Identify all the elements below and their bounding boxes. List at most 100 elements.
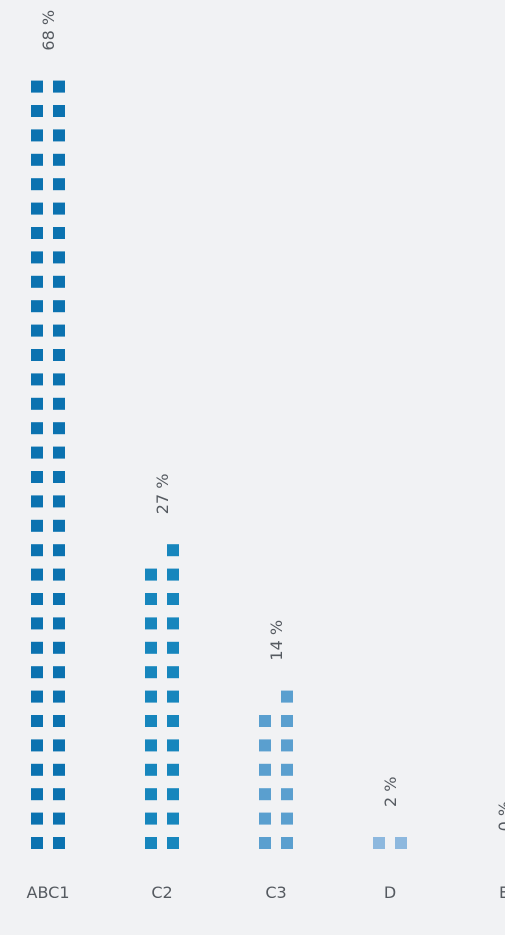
waffle-square (31, 763, 43, 776)
waffle-square (145, 788, 157, 801)
waffle-square (167, 812, 179, 825)
waffle-square (53, 324, 65, 337)
waffle-square (53, 593, 65, 605)
waffle-square (167, 617, 179, 630)
waffle-square (53, 227, 65, 239)
waffle-square (281, 812, 293, 825)
value-label: 68 % (39, 10, 58, 51)
waffle-square (259, 715, 271, 727)
waffle-square (145, 593, 157, 605)
waffle-square (167, 641, 179, 654)
waffle-square (259, 763, 271, 776)
value-label: 2 % (381, 777, 400, 807)
waffle-square (53, 519, 65, 532)
waffle-square (53, 373, 65, 386)
waffle-square (31, 690, 43, 703)
waffle-square (167, 544, 179, 557)
waffle-square (53, 568, 65, 581)
waffle-square (167, 837, 179, 849)
waffle-square (53, 422, 65, 435)
waffle-square (167, 739, 179, 752)
waffle-square (31, 812, 43, 825)
waffle-square (145, 763, 157, 776)
waffle-square (53, 202, 65, 215)
waffle-square (31, 471, 43, 483)
waffle-square (167, 763, 179, 776)
category-label: C2 (151, 883, 172, 902)
waffle-square (373, 837, 385, 849)
value-label: 27 % (153, 474, 172, 515)
waffle-square (53, 105, 65, 117)
waffle-square (145, 739, 157, 752)
waffle-square (53, 666, 65, 679)
waffle-square (31, 422, 43, 435)
waffle-square (31, 641, 43, 654)
waffle-square (53, 739, 65, 752)
waffle-square (31, 300, 43, 313)
waffle-square (31, 275, 43, 288)
waffle-square (31, 617, 43, 630)
waffle-square (259, 739, 271, 752)
waffle-square (53, 153, 65, 166)
waffle-square (53, 788, 65, 801)
waffle-square (145, 812, 157, 825)
waffle-square (31, 446, 43, 459)
waffle-square (53, 300, 65, 313)
waffle-square (281, 788, 293, 801)
waffle-square (31, 666, 43, 679)
waffle-square (281, 690, 293, 703)
waffle-square (53, 617, 65, 630)
waffle-square (281, 837, 293, 849)
waffle-square (53, 544, 65, 557)
waffle-square (31, 105, 43, 117)
waffle-square (31, 715, 43, 727)
waffle-square (31, 739, 43, 752)
waffle-square (53, 397, 65, 410)
waffle-square (53, 349, 65, 361)
waffle-square (31, 202, 43, 215)
waffle-square (53, 129, 65, 142)
waffle-square (31, 324, 43, 337)
waffle-square (145, 568, 157, 581)
waffle-square (53, 471, 65, 483)
waffle-square (145, 666, 157, 679)
waffle-square (53, 763, 65, 776)
waffle-square (167, 788, 179, 801)
waffle-square (53, 446, 65, 459)
waffle-square (31, 788, 43, 801)
waffle-square (31, 519, 43, 532)
waffle-square (395, 837, 407, 849)
waffle-square (167, 593, 179, 605)
waffle-square (53, 837, 65, 849)
waffle-square (259, 837, 271, 849)
waffle-square (31, 373, 43, 386)
category-label: ABC1 (27, 883, 70, 902)
waffle-square (31, 227, 43, 239)
waffle-square (167, 690, 179, 703)
value-label: 0 % (495, 801, 505, 831)
category-label: E (499, 883, 505, 902)
waffle-square (31, 251, 43, 264)
category-label: C3 (265, 883, 286, 902)
waffle-square (31, 544, 43, 557)
waffle-square (145, 617, 157, 630)
waffle-square (145, 715, 157, 727)
waffle-square (53, 495, 65, 508)
waffle-square (167, 568, 179, 581)
waffle-square (53, 715, 65, 727)
waffle-square (31, 349, 43, 361)
waffle-square (281, 739, 293, 752)
waffle-square (53, 275, 65, 288)
waffle-square (31, 568, 43, 581)
waffle-square (259, 788, 271, 801)
waffle-square (281, 715, 293, 727)
waffle-square (31, 80, 43, 93)
category-label: D (384, 883, 396, 902)
waffle-square (145, 837, 157, 849)
waffle-square (53, 80, 65, 93)
waffle-square (281, 763, 293, 776)
waffle-square (31, 129, 43, 142)
waffle-square (259, 812, 271, 825)
